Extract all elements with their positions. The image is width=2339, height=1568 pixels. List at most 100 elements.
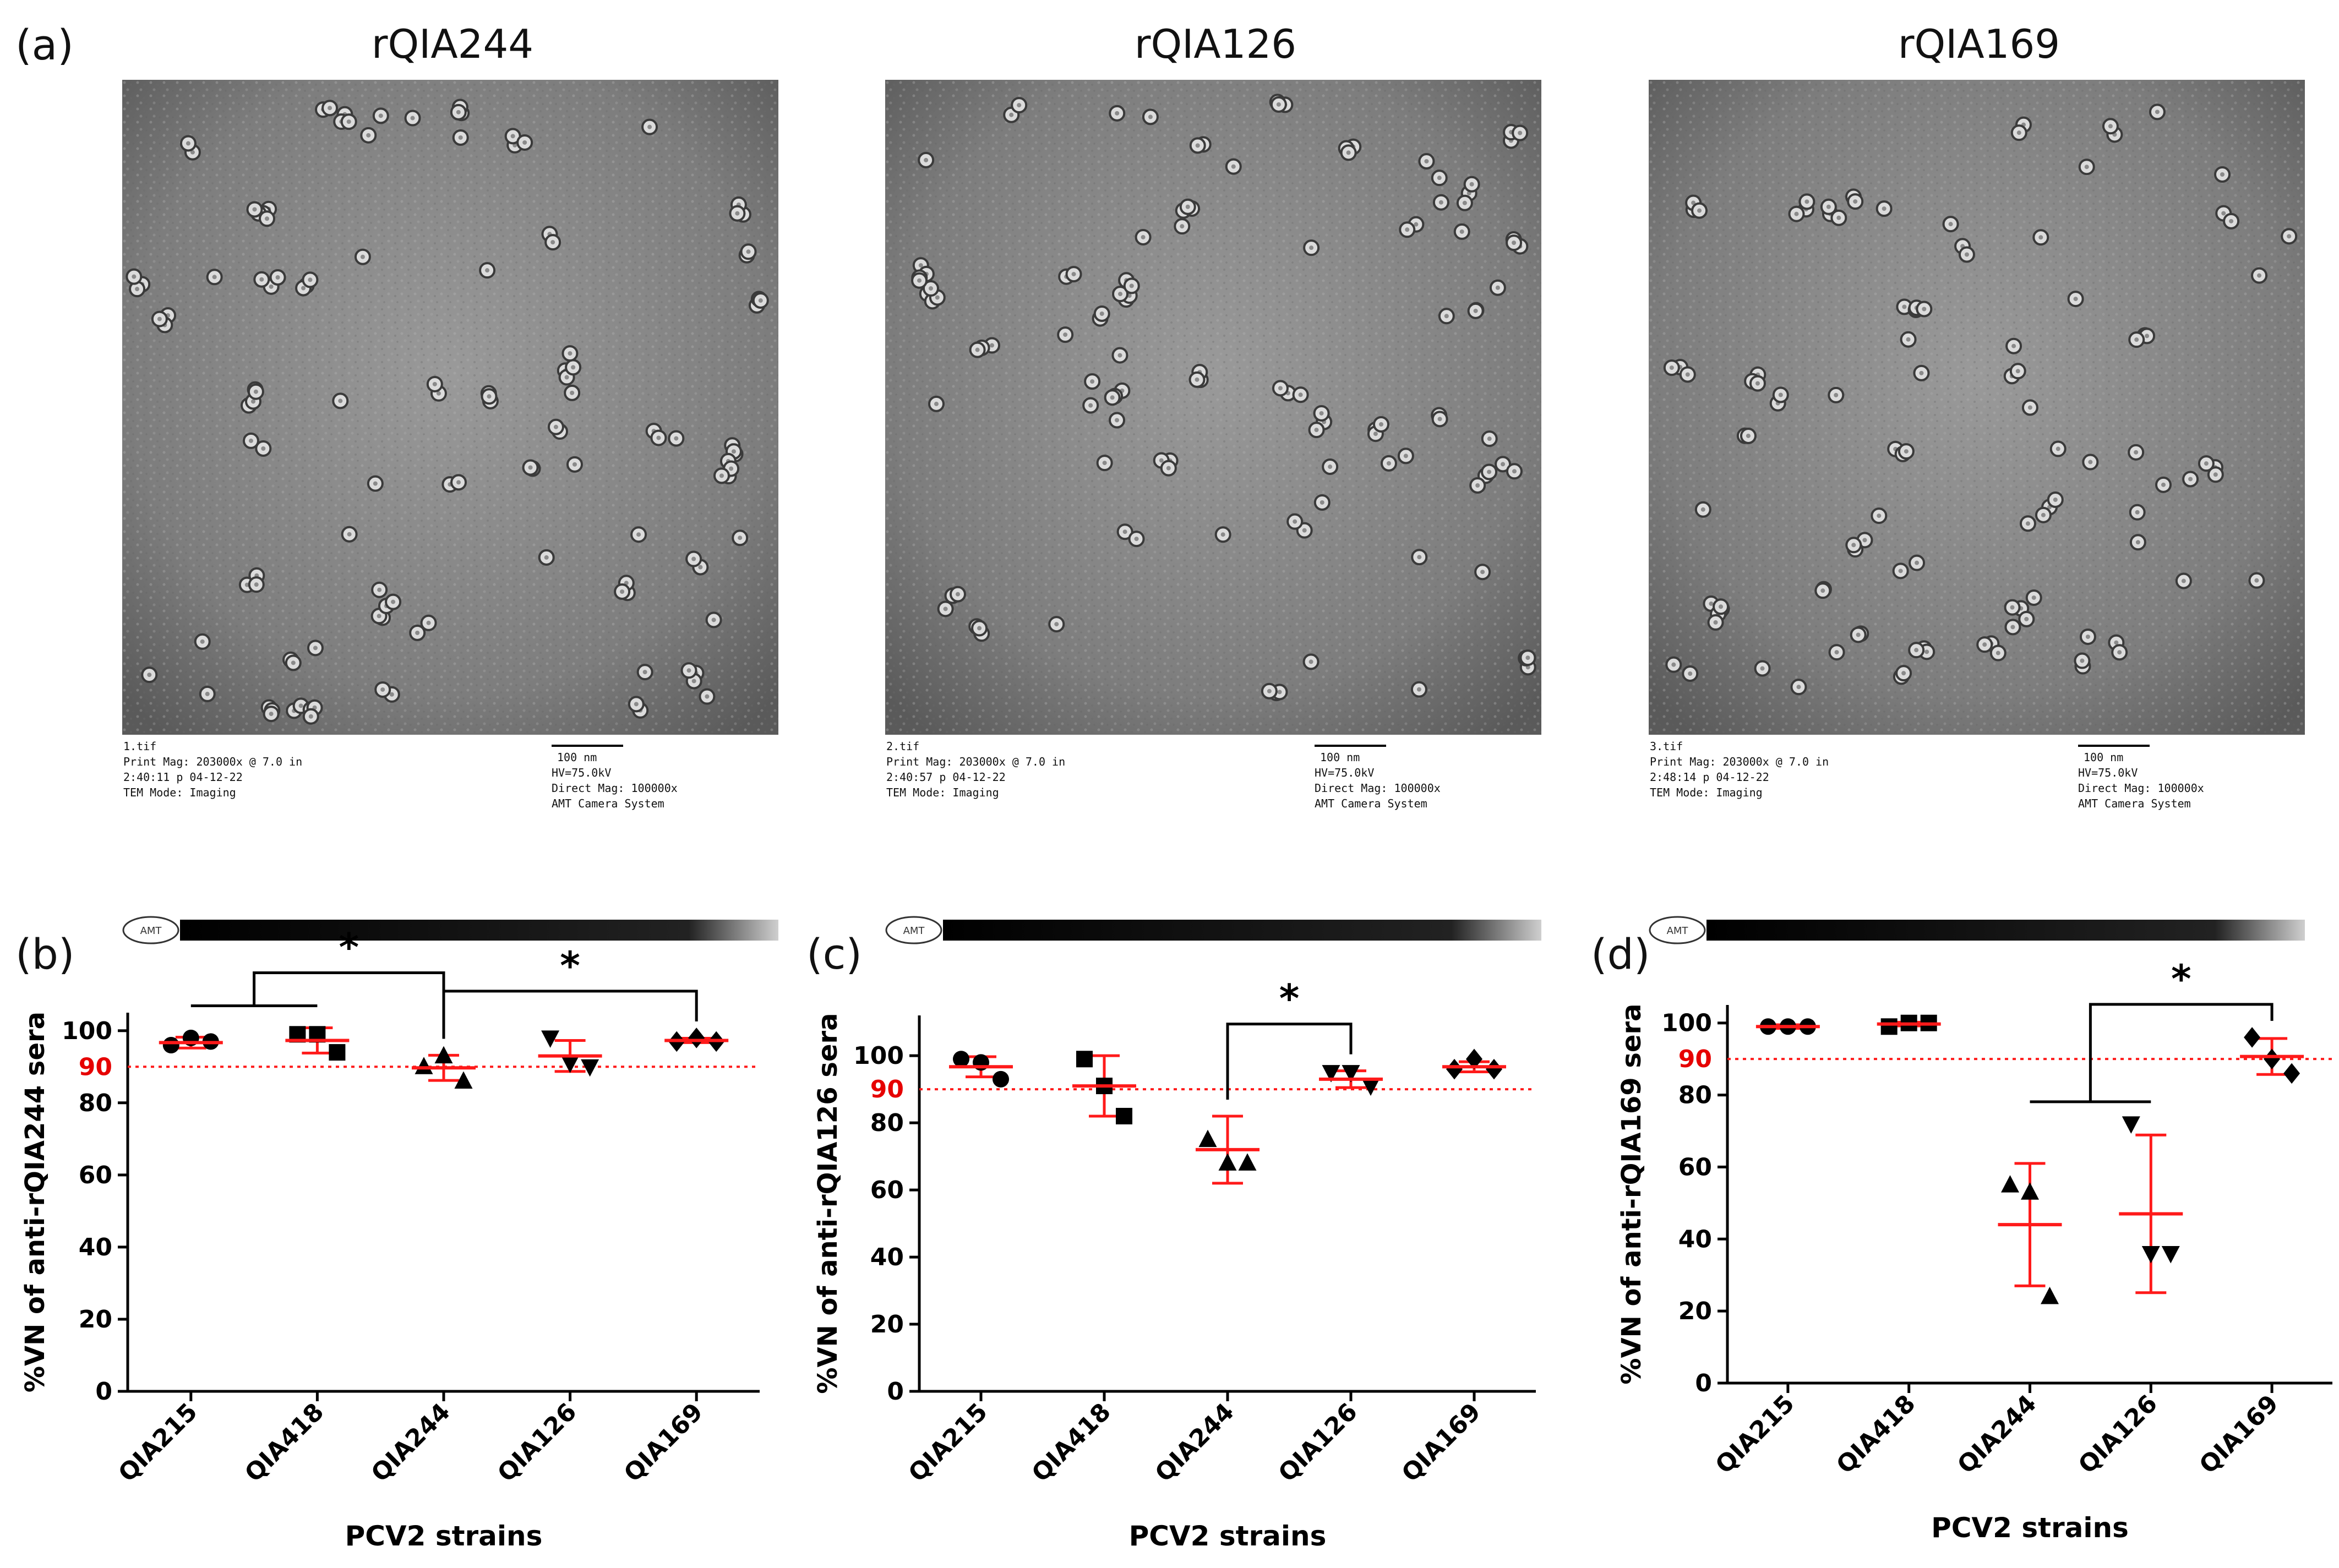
virus-particle-core xyxy=(426,620,431,625)
data-point-triangle-down xyxy=(2161,1245,2180,1264)
virus-particle-core xyxy=(634,702,639,707)
virus-particle-core xyxy=(1902,304,1907,309)
y-tick-label: 40 xyxy=(870,1243,904,1271)
virus-particle-core xyxy=(1134,537,1139,542)
tem-directmag-2: Direct Mag: 100000x xyxy=(1315,782,1441,795)
y-tick-label: 0 xyxy=(1695,1369,1712,1397)
virus-particle-core xyxy=(259,277,264,282)
virus-particle-core xyxy=(1512,469,1517,474)
virus-particle-core xyxy=(1328,465,1333,469)
virus-particle-core xyxy=(2114,640,2119,645)
virus-particle-core xyxy=(2088,460,2093,465)
significance-bracket xyxy=(442,990,698,1039)
virus-particle-core xyxy=(1185,204,1190,209)
virus-particle-core xyxy=(1915,560,1920,565)
virus-particle-core xyxy=(1512,241,1517,245)
tem-time-2: 2:40:57 p 04-12-22 xyxy=(886,771,1006,784)
panel-letter: (d) xyxy=(1591,930,1650,979)
virus-particle-core xyxy=(1403,454,1408,458)
virus-particle-core xyxy=(568,351,573,356)
virus-particle-core xyxy=(738,536,743,540)
amt-logo-icon xyxy=(1649,916,1706,944)
virus-particle-core xyxy=(301,286,306,291)
x-tick-label: QIA418 xyxy=(239,1398,329,1488)
virus-particle-core xyxy=(691,556,696,561)
virus-particle-core xyxy=(186,141,190,146)
virus-particle-core xyxy=(1414,222,1419,227)
virus-particle-core xyxy=(1110,395,1115,400)
virus-particle-core xyxy=(132,274,137,279)
x-axis-label: PCV2 strains xyxy=(345,1520,543,1552)
tem-image-1: rQIA244 1.tif Print Mag: 203000x @ 7.0 i… xyxy=(122,21,778,944)
virus-particle-core xyxy=(572,462,577,467)
data-point-triangle-down xyxy=(2141,1245,2160,1264)
virus-particle-core xyxy=(935,295,940,300)
virus-particle-core xyxy=(269,284,274,289)
virus-particle-core xyxy=(308,714,313,719)
virus-particle-core xyxy=(1314,428,1319,433)
threshold-label: 90 xyxy=(870,1075,904,1103)
virus-particle-core xyxy=(360,254,365,259)
virus-particle-core xyxy=(1293,519,1297,524)
x-tick-label: QIA418 xyxy=(1831,1390,1921,1479)
virus-particle-core xyxy=(2084,165,2089,170)
virus-particle-core xyxy=(2213,472,2218,477)
virus-particle-core xyxy=(571,365,576,370)
y-tick-label: 60 xyxy=(79,1161,112,1189)
virus-particle-core xyxy=(212,275,217,280)
virus-particle-core xyxy=(1904,449,1909,454)
y-axis-label: %VN of anti-rQIA126 sera xyxy=(813,1013,843,1394)
chart-panel-d: (d) 0 20 40 60 80 100 90 QIA215 QIA418 QIA244 QIA12… xyxy=(1591,930,2332,1544)
virus-particle-core xyxy=(391,599,396,604)
virus-particle-core xyxy=(1982,642,1987,647)
virus-particle-core xyxy=(2015,369,2020,374)
x-tick-label: QIA126 xyxy=(1273,1398,1363,1488)
y-tick-label: 60 xyxy=(870,1176,904,1204)
x-tick-label: QIA169 xyxy=(1397,1398,1486,1488)
y-axis-label: %VN of anti-rQIA169 sera xyxy=(1616,1003,1647,1384)
data-point-triangle-down xyxy=(541,1030,560,1048)
data-point-triangle-down xyxy=(1342,1065,1360,1083)
virus-particle-core xyxy=(1746,433,1751,438)
virus-particle-core xyxy=(1713,620,1718,625)
virus-particle-core xyxy=(719,473,724,478)
y-tick-label: 80 xyxy=(79,1089,112,1117)
virus-particle-core xyxy=(1054,622,1059,627)
virus-particle-core xyxy=(2016,130,2021,135)
y-tick-label: 20 xyxy=(79,1305,112,1334)
virus-particle-core xyxy=(2011,343,2016,348)
virus-particle-core xyxy=(1480,570,1485,575)
virus-particle-core xyxy=(1898,569,1903,573)
virus-particle-core xyxy=(1995,651,2000,655)
virus-particle-core xyxy=(1378,422,1383,427)
virus-particle-core xyxy=(1906,337,1911,342)
virus-particle-core xyxy=(1438,200,1443,205)
panel-letter: (c) xyxy=(806,930,862,979)
virus-particle-core xyxy=(2038,235,2043,240)
virus-particle-core xyxy=(265,216,270,221)
virus-particle-core xyxy=(1102,461,1107,466)
virus-particle-core xyxy=(2134,450,2139,455)
chart-panel-c: (c) 0 20 40 60 80 100 90 QIA215 QIA418 QIA244 QIA12… xyxy=(806,930,1536,1552)
virus-particle-core xyxy=(522,140,527,145)
virus-particle-core xyxy=(2229,218,2234,223)
virus-particle-core xyxy=(1099,312,1104,316)
virus-particle-core xyxy=(2220,172,2225,177)
amt-logo-icon xyxy=(122,916,179,944)
virus-particle-core xyxy=(1877,513,1882,518)
y-tick-label: 40 xyxy=(1678,1225,1712,1253)
data-point-triangle-down xyxy=(561,1056,580,1073)
virus-particle-core xyxy=(313,646,318,651)
tem-bar-1 xyxy=(180,920,778,941)
virus-particle-core xyxy=(1118,292,1123,297)
tem-mode-1: TEM Mode: Imaging xyxy=(123,786,236,799)
virus-particle-core xyxy=(943,607,948,611)
data-point-square xyxy=(329,1044,346,1061)
virus-particle-core xyxy=(2056,446,2060,451)
virus-particle-core xyxy=(1308,659,1313,664)
virus-particle-core xyxy=(252,207,257,212)
virus-particle-core xyxy=(1487,469,1492,474)
virus-particle-core xyxy=(254,582,259,587)
virus-particle-core xyxy=(244,582,249,587)
virus-particle-core xyxy=(731,449,736,454)
